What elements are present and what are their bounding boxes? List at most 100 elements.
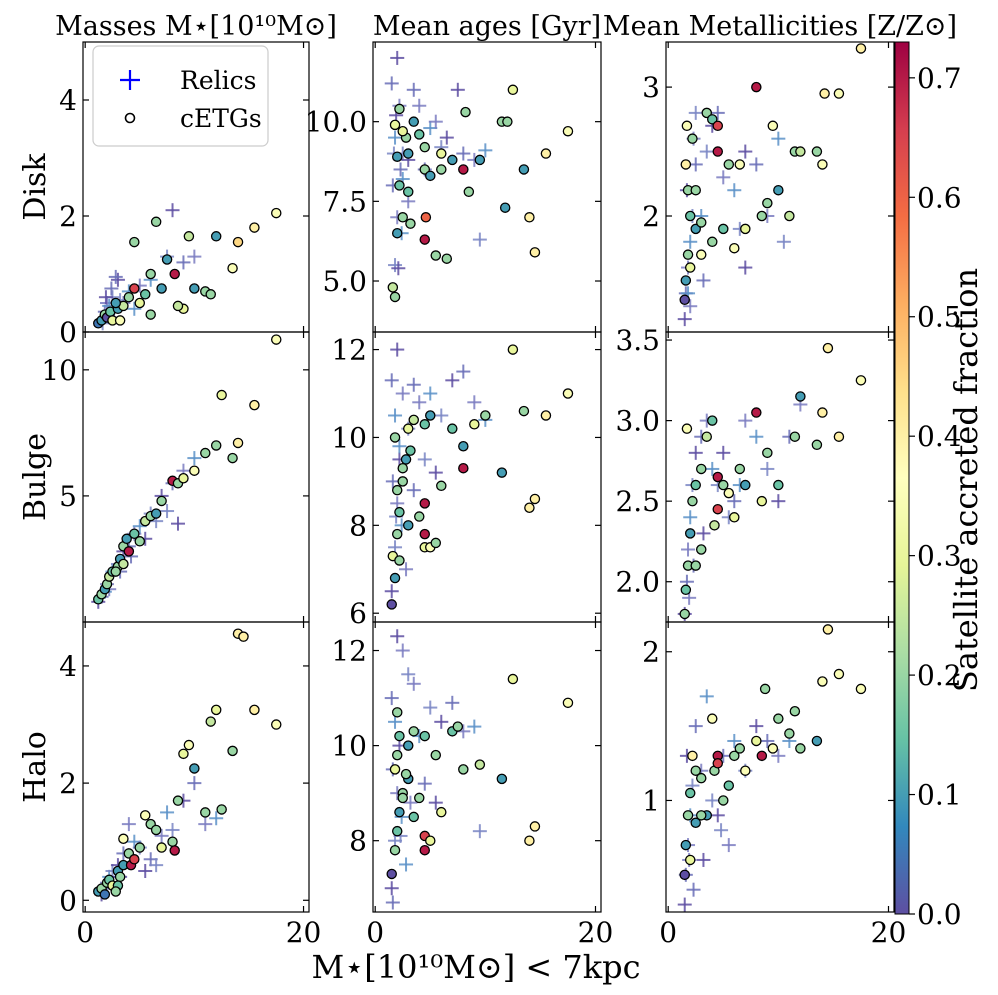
relic-point: [406, 676, 421, 691]
panel-frame: [372, 621, 602, 913]
cetg-point: [734, 159, 746, 170]
y-tick-label: 5.0: [322, 265, 367, 298]
relic-point: [417, 776, 432, 791]
relic-point: [423, 700, 438, 715]
row-label-halo: Halo: [18, 731, 53, 803]
relic-point: [390, 50, 405, 65]
relic-point: [388, 714, 403, 729]
cetg-point: [562, 125, 574, 137]
panel-frame: [665, 621, 895, 913]
relic-point: [388, 130, 403, 145]
y-tick-label: 0: [59, 316, 77, 349]
cetg-point: [210, 704, 222, 716]
cetg-point: [210, 440, 222, 451]
cetg-point: [679, 869, 690, 881]
y-tick-label: 10: [41, 354, 77, 387]
relic-point: [406, 377, 421, 392]
cetg-point: [200, 447, 211, 459]
cetg-point: [817, 407, 828, 418]
cetg-point: [723, 487, 735, 499]
cetg-point: [134, 536, 146, 547]
cetg-point: [751, 81, 762, 93]
cetg-point: [690, 765, 701, 776]
cetg-point: [156, 495, 167, 507]
cetg-point: [389, 432, 401, 443]
cetg-point: [740, 223, 751, 235]
relic-point: [121, 817, 136, 832]
x-tick-label: 0: [76, 916, 94, 949]
y-tick-label: 2.0: [615, 566, 660, 599]
cetg-point: [822, 342, 834, 354]
cetg-point: [397, 212, 408, 223]
cetg-point: [150, 824, 162, 836]
cetg-point: [562, 388, 574, 399]
cetg-point: [400, 454, 412, 465]
legend-relics-label: Relics: [180, 66, 256, 95]
cetg-point: [795, 391, 806, 402]
cetg-point: [394, 555, 405, 566]
cetg-point: [216, 804, 227, 815]
cetg-point: [414, 129, 425, 140]
cetg-point: [436, 164, 447, 175]
cetg-point: [238, 631, 249, 642]
colorbar-tick-label: 0.6: [917, 181, 962, 214]
cetg-point: [458, 164, 469, 175]
cetg-point: [463, 186, 475, 198]
cetg-point: [400, 768, 412, 780]
cetg-point: [529, 821, 541, 832]
cetg-point: [460, 106, 471, 118]
relic-point: [170, 516, 185, 531]
y-tick-label: 7.5: [322, 185, 367, 218]
cetg-point: [811, 735, 823, 747]
relic-point: [716, 445, 731, 460]
relic-point: [176, 255, 191, 270]
cetg-point: [855, 43, 867, 54]
cetg-point: [681, 423, 693, 434]
relic-point: [165, 822, 180, 837]
cetg-point: [430, 250, 442, 261]
cetg-point: [389, 119, 401, 131]
cetg-point: [167, 836, 178, 847]
relic-point: [696, 273, 711, 288]
cetg-point: [419, 528, 431, 540]
cetg-point: [419, 730, 431, 742]
cetg-point: [430, 537, 442, 549]
cetg-point: [408, 811, 420, 823]
cetg-point: [695, 772, 707, 784]
y-tick-label: 10: [331, 421, 367, 454]
cetg-point: [524, 212, 535, 223]
relic-point: [771, 748, 786, 763]
relic-point: [749, 719, 764, 734]
y-tick-label: 10: [331, 730, 367, 763]
panel-disk-mean-ages: 5.0 7.5 10.0: [305, 41, 602, 333]
cetg-point: [540, 410, 552, 421]
panel-halo-mean-ages: 8 10 12 0 20: [331, 621, 613, 949]
cetg-point: [756, 210, 768, 222]
colorbar: 0.0 0.1 0.2 0.3 0.4 0.5 0.6 0.7 Satellite accre…: [894, 41, 985, 931]
cetg-point: [172, 795, 184, 806]
cetg-point: [436, 806, 447, 818]
relic-point: [393, 162, 408, 177]
relic-point: [417, 452, 432, 467]
cetg-point: [684, 854, 696, 866]
cetg-point: [784, 728, 795, 739]
relic-point: [716, 170, 731, 185]
colorbar-tick-label: 0.2: [917, 659, 962, 692]
relic-point: [688, 445, 703, 460]
relic-point: [428, 465, 443, 480]
relic-point: [771, 494, 786, 509]
cetg-point: [99, 889, 111, 900]
relic-point: [760, 733, 775, 748]
relic-point: [445, 695, 460, 710]
relic-point: [428, 114, 443, 129]
row-label-bulge: Bulge: [18, 433, 53, 521]
colorbar-tick-label: 0.3: [917, 540, 962, 573]
cetg-point: [756, 750, 768, 762]
y-tick-label: 5: [59, 480, 77, 513]
column-title-metallicities: Mean Metallicities [Z/Z⊙]: [603, 11, 957, 42]
cetg-point: [474, 154, 486, 166]
cetg-point: [408, 414, 420, 426]
row-label-disk: Disk: [18, 153, 53, 221]
relic-point: [423, 386, 438, 401]
